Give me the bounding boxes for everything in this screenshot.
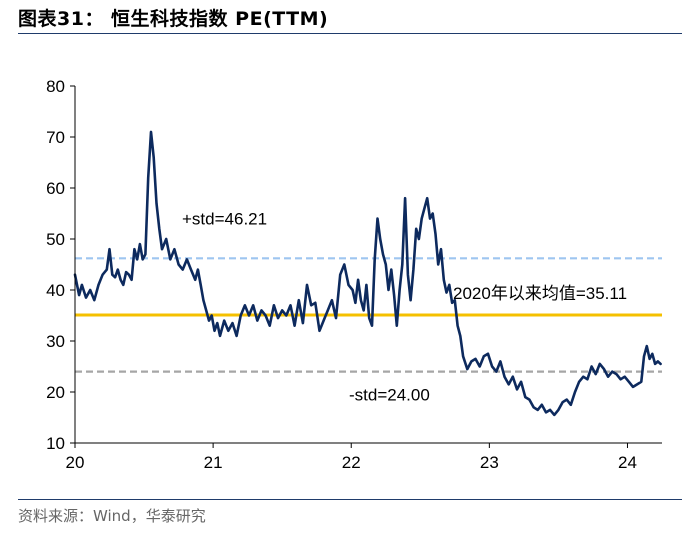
- y-tick-label: 20: [46, 383, 65, 402]
- y-tick-label: 70: [46, 128, 65, 147]
- y-tick-label: 40: [46, 281, 65, 300]
- x-tick-label: 23: [480, 453, 499, 472]
- x-tick-label: 22: [342, 453, 361, 472]
- chart-title: 图表31： 恒生科技指数 PE(TTM): [18, 8, 329, 30]
- title-divider: [18, 33, 682, 34]
- y-tick-label: 30: [46, 332, 65, 351]
- y-tick-label: 10: [46, 434, 65, 453]
- y-tick-label: 50: [46, 230, 65, 249]
- series-line: [73, 130, 662, 417]
- x-tick-label: 21: [204, 453, 223, 472]
- reference-line-label: +std=46.21: [182, 209, 267, 228]
- reference-labels: +std=46.21 2020年以来均值=35.11 -std=24.00: [182, 209, 627, 404]
- source-divider: [18, 499, 682, 500]
- series-lines: [73, 130, 662, 417]
- y-tick-label: 80: [46, 77, 65, 96]
- reference-line-label: -std=24.00: [349, 386, 430, 405]
- x-tick-label: 24: [618, 453, 637, 472]
- x-tick-label: 20: [66, 453, 85, 472]
- reference-line-label: 2020年以来均值=35.11: [453, 284, 627, 303]
- source-note: 资料来源：Wind，华泰研究: [18, 507, 206, 525]
- y-tick-label: 60: [46, 179, 65, 198]
